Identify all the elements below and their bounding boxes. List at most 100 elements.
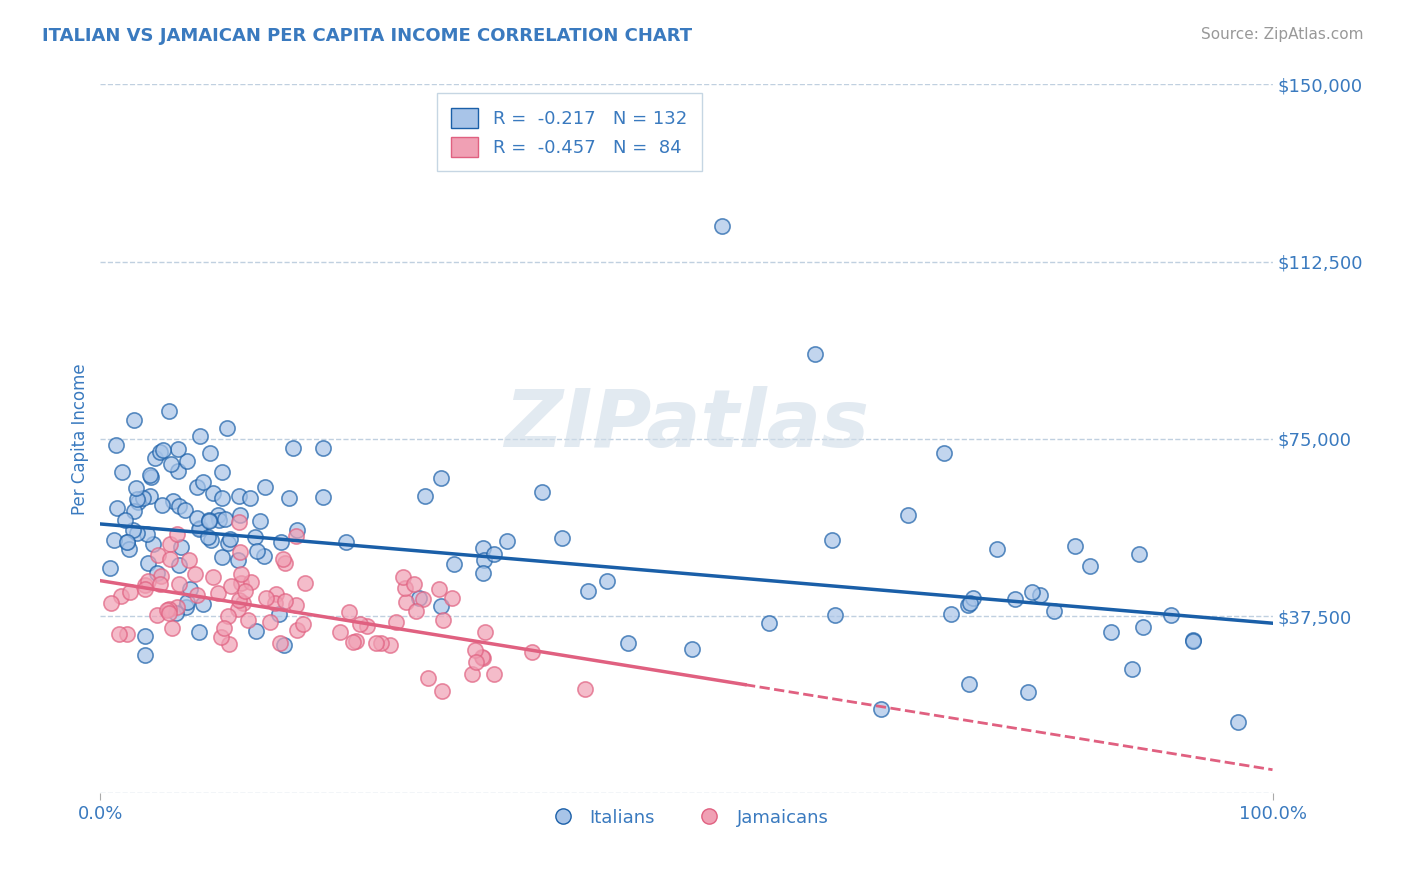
Point (124, 504, 146, 518)
Point (188, 624, 211, 639)
Point (202, 485, 225, 500)
Point (122, 523, 145, 537)
Point (287, 623, 309, 637)
Point (957, 598, 980, 612)
Point (482, 666, 505, 681)
Point (273, 552, 295, 566)
Point (259, 615, 281, 629)
Text: ITALIAN VS JAMAICAN PER CAPITA INCOME CORRELATION CHART: ITALIAN VS JAMAICAN PER CAPITA INCOME CO… (42, 27, 692, 45)
Point (294, 575, 316, 590)
Point (239, 491, 262, 505)
Point (152, 443, 174, 458)
Point (335, 535, 357, 549)
Point (167, 442, 190, 456)
Point (211, 549, 233, 564)
Point (134, 582, 156, 597)
Point (148, 548, 170, 562)
Point (1227, 715, 1250, 730)
Point (758, 615, 780, 630)
Point (159, 457, 181, 471)
Point (136, 526, 159, 541)
Point (412, 591, 434, 606)
Point (184, 567, 207, 582)
Point (188, 428, 211, 442)
Point (117, 535, 139, 549)
Point (170, 540, 193, 554)
Point (520, 644, 543, 658)
Point (157, 606, 180, 620)
Y-axis label: Per Capita Income: Per Capita Income (72, 363, 89, 515)
Point (145, 566, 167, 580)
Point (176, 595, 198, 609)
Point (149, 576, 172, 591)
Point (229, 545, 252, 559)
Point (217, 609, 239, 624)
Point (472, 650, 495, 665)
Point (98, 561, 121, 575)
Point (416, 671, 439, 685)
Point (432, 613, 454, 627)
Point (471, 649, 494, 664)
Point (278, 491, 301, 505)
Point (193, 597, 215, 611)
Point (405, 604, 427, 618)
Point (214, 512, 236, 526)
Point (167, 558, 190, 573)
Point (240, 575, 263, 590)
Point (461, 666, 484, 681)
Point (395, 595, 418, 609)
Point (229, 508, 252, 522)
Point (337, 605, 360, 619)
Point (440, 591, 463, 605)
Point (1004, 592, 1026, 607)
Point (551, 531, 574, 545)
Point (139, 470, 162, 484)
Point (329, 625, 352, 640)
Point (188, 522, 211, 536)
Point (221, 578, 243, 592)
Point (404, 577, 426, 591)
Point (159, 552, 181, 566)
Point (150, 569, 173, 583)
Point (218, 637, 240, 651)
Point (197, 513, 219, 527)
Point (226, 553, 249, 567)
Point (482, 547, 505, 561)
Point (125, 492, 148, 507)
Point (1132, 620, 1154, 634)
Point (232, 596, 254, 610)
Point (472, 553, 495, 567)
Point (177, 552, 200, 566)
Point (1042, 604, 1064, 618)
Point (111, 465, 134, 479)
Point (274, 594, 297, 608)
Point (198, 445, 221, 459)
Point (897, 508, 920, 522)
Point (391, 570, 413, 584)
Point (167, 577, 190, 591)
Point (576, 583, 599, 598)
Point (207, 586, 229, 600)
Point (1063, 540, 1085, 554)
Point (136, 557, 159, 571)
Point (193, 475, 215, 490)
Point (211, 631, 233, 645)
Point (869, 702, 891, 716)
Point (118, 585, 141, 599)
Point (159, 537, 181, 551)
Point (125, 481, 148, 495)
Point (174, 599, 197, 614)
Point (281, 442, 304, 456)
Point (1029, 588, 1052, 602)
Point (284, 529, 307, 543)
Point (464, 655, 486, 669)
Point (443, 557, 465, 571)
Text: Source: ZipAtlas.com: Source: ZipAtlas.com (1201, 27, 1364, 42)
Point (186, 480, 208, 494)
Point (100, 596, 122, 610)
Point (266, 587, 288, 601)
Point (285, 523, 308, 537)
Point (215, 421, 238, 435)
Point (427, 582, 450, 596)
Point (176, 453, 198, 467)
